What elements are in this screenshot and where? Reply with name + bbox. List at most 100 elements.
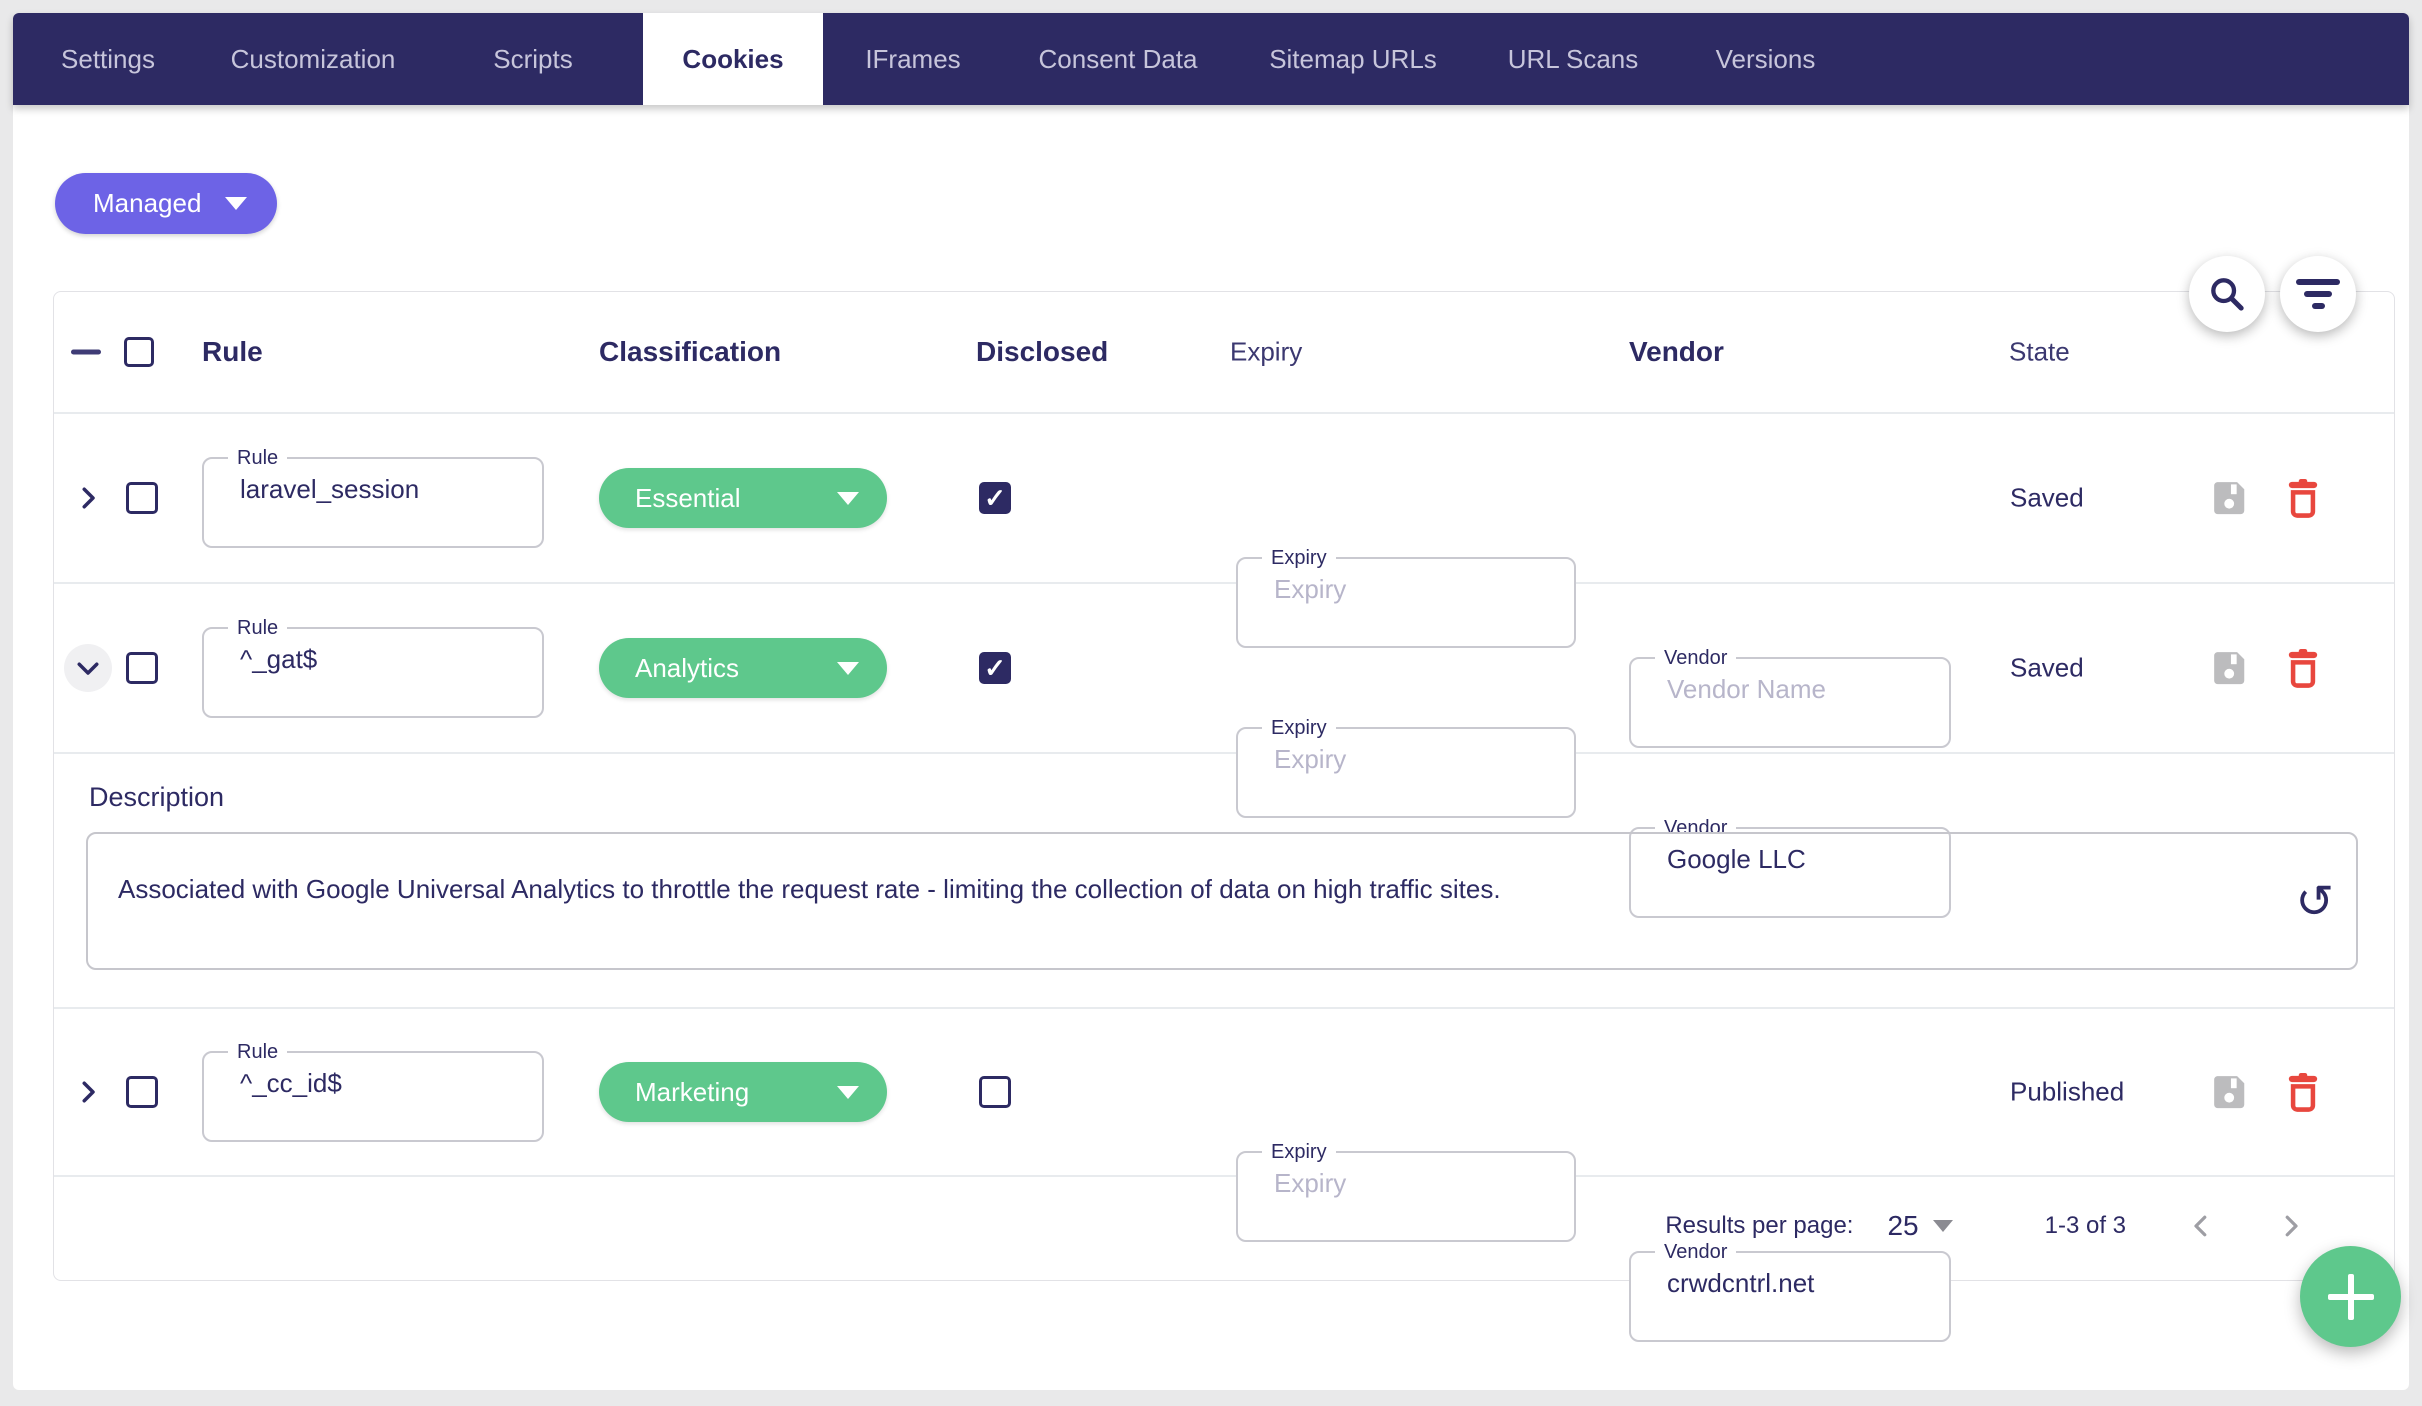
description-text: Associated with Google Universal Analyti… xyxy=(118,874,1501,904)
collapse-row-button[interactable] xyxy=(64,644,112,692)
rule-field-label: Rule xyxy=(237,447,279,469)
chevron-down-icon[interactable] xyxy=(1932,1220,1953,1232)
search-button[interactable] xyxy=(2189,256,2265,332)
chevron-down-icon xyxy=(225,197,247,210)
add-cookie-button[interactable] xyxy=(2300,1246,2401,1347)
chevron-down-icon xyxy=(837,661,859,675)
select-all-checkbox[interactable] xyxy=(124,337,154,367)
save-icon xyxy=(2214,1076,2245,1109)
save-icon xyxy=(2214,482,2245,515)
row-select-checkbox[interactable] xyxy=(126,482,158,514)
rule-field-label: Rule xyxy=(237,617,279,639)
expiry-input[interactable] xyxy=(1274,744,1560,775)
vendor-field-label: Vendor xyxy=(1664,647,1728,669)
column-header-rule: Rule xyxy=(202,336,263,367)
description-label: Description xyxy=(89,782,225,812)
chevron-right-icon xyxy=(2285,1215,2298,1237)
tab-cookies[interactable]: Cookies xyxy=(643,13,823,105)
delete-row-button[interactable] xyxy=(2286,478,2320,518)
tab-consent-data[interactable]: Consent Data xyxy=(1038,43,1198,74)
results-per-page-label: Results per page: xyxy=(1665,1212,1854,1239)
rule-field-label: Rule xyxy=(237,1041,279,1063)
next-page-button[interactable] xyxy=(2276,1211,2306,1241)
table-row: Rule Essential Expiry Vendor Saved xyxy=(54,414,2394,748)
delete-row-button[interactable] xyxy=(2286,648,2320,688)
state-value: Saved xyxy=(2010,482,2084,513)
column-header-state: State xyxy=(2009,336,2070,367)
managed-filter-dropdown[interactable]: Managed xyxy=(55,173,277,234)
minus-icon xyxy=(71,349,101,355)
delete-row-button[interactable] xyxy=(2286,1072,2320,1112)
rule-input[interactable] xyxy=(240,1068,528,1099)
rule-input[interactable] xyxy=(240,644,528,675)
disclosed-checkbox[interactable] xyxy=(979,482,1011,514)
previous-page-button[interactable] xyxy=(2186,1211,2216,1241)
classification-value: Marketing xyxy=(635,1076,750,1107)
vendor-field: Vendor xyxy=(1629,1242,1951,1342)
vendor-field: Vendor xyxy=(1629,648,1951,748)
managed-filter-label: Managed xyxy=(93,188,202,218)
expand-row-button[interactable] xyxy=(64,1068,112,1116)
pagination-range: 1-3 of 3 xyxy=(2044,1212,2126,1239)
row-select-checkbox[interactable] xyxy=(126,652,158,684)
expiry-input[interactable] xyxy=(1274,574,1560,605)
classification-value: Essential xyxy=(635,482,741,513)
vendor-field-label: Vendor xyxy=(1664,1241,1728,1263)
description-textarea[interactable]: Associated with Google Universal Analyti… xyxy=(86,832,2358,970)
table-row: Rule Analytics Expiry Vendor Saved xyxy=(54,584,2394,918)
expiry-field: Expiry xyxy=(1236,1142,1576,1242)
rule-field: Rule xyxy=(202,448,544,548)
row-description-panel: Description Associated with Google Unive… xyxy=(54,754,2394,1009)
reset-description-button[interactable]: ↺ xyxy=(2295,878,2334,924)
save-row-button[interactable] xyxy=(2211,649,2249,687)
tab-customization[interactable]: Customization xyxy=(230,43,396,74)
tab-url-scans[interactable]: URL Scans xyxy=(1507,43,1639,74)
chevron-right-icon xyxy=(82,1081,95,1103)
expand-row-button[interactable] xyxy=(64,474,112,522)
column-header-expiry: Expiry xyxy=(1230,336,1303,367)
page: Settings Customization Scripts Cookies I… xyxy=(13,13,2409,1390)
trash-icon xyxy=(2288,479,2318,518)
disclosed-checkbox[interactable] xyxy=(979,1076,1011,1108)
expiry-field-label: Expiry xyxy=(1271,547,1327,569)
table-footer: Results per page: 25 1-3 of 3 xyxy=(54,1177,2394,1275)
save-icon xyxy=(2214,652,2245,685)
filter-icon xyxy=(2296,279,2340,309)
state-value: Saved xyxy=(2010,652,2084,683)
collapse-all-button[interactable] xyxy=(71,349,101,355)
classification-dropdown[interactable]: Marketing xyxy=(599,1062,887,1122)
tab-versions[interactable]: Versions xyxy=(1715,43,1816,74)
vendor-input[interactable] xyxy=(1667,1268,1935,1299)
vendor-input[interactable] xyxy=(1667,674,1935,705)
tab-iframes[interactable]: IFrames xyxy=(865,43,961,74)
tab-settings[interactable]: Settings xyxy=(61,43,155,74)
search-icon xyxy=(2211,278,2244,311)
filter-button[interactable] xyxy=(2280,256,2356,332)
vendor-input[interactable] xyxy=(1667,844,1935,875)
column-header-vendor: Vendor xyxy=(1629,336,1724,367)
table-header-row: Rule Classification Disclosed Expiry Ven… xyxy=(54,292,2394,414)
plus-icon xyxy=(2327,1273,2374,1320)
chevron-right-icon xyxy=(82,487,95,509)
expiry-input[interactable] xyxy=(1274,1168,1560,1199)
undo-icon: ↺ xyxy=(2295,875,2334,927)
rule-input[interactable] xyxy=(240,474,528,505)
expiry-field-label: Expiry xyxy=(1271,717,1327,739)
chevron-down-icon xyxy=(77,662,99,675)
trash-icon xyxy=(2288,649,2318,688)
chevron-down-icon xyxy=(837,1085,859,1099)
save-row-button[interactable] xyxy=(2211,479,2249,517)
tab-scripts[interactable]: Scripts xyxy=(493,43,573,74)
column-header-classification: Classification xyxy=(599,336,782,367)
classification-dropdown[interactable]: Analytics xyxy=(599,638,887,698)
tab-sitemap-urls[interactable]: Sitemap URLs xyxy=(1269,43,1437,74)
results-per-page-value[interactable]: 25 xyxy=(1887,1210,1919,1241)
row-select-checkbox[interactable] xyxy=(126,1076,158,1108)
expiry-field-label: Expiry xyxy=(1271,1141,1327,1163)
save-row-button[interactable] xyxy=(2211,1073,2249,1111)
cookies-table: Rule Classification Disclosed Expiry Ven… xyxy=(53,291,2395,1342)
disclosed-checkbox[interactable] xyxy=(979,652,1011,684)
vendor-field: Vendor xyxy=(1629,818,1951,918)
classification-dropdown[interactable]: Essential xyxy=(599,468,887,528)
rule-field: Rule xyxy=(202,1042,544,1142)
